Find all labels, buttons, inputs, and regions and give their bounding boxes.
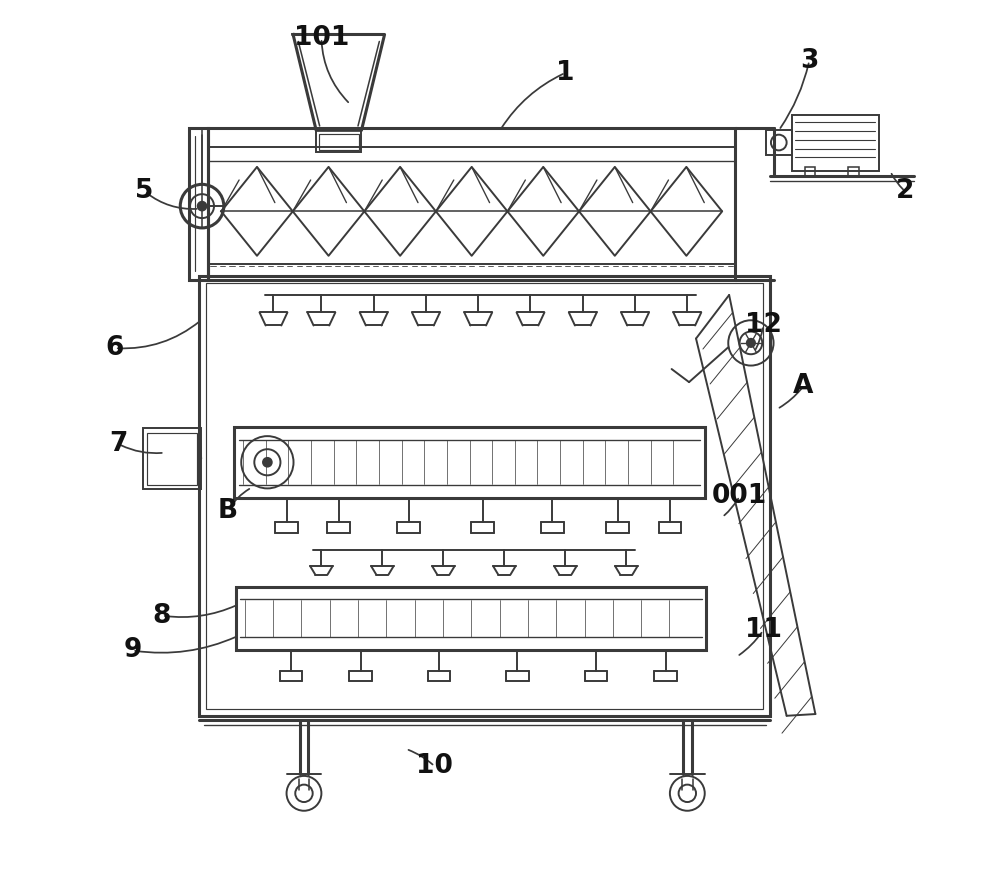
Text: 1: 1	[556, 59, 575, 86]
Text: B: B	[218, 498, 238, 524]
Text: 5: 5	[135, 178, 154, 205]
Bar	[848, 167, 859, 177]
Bar	[316, 130, 361, 152]
Text: 8: 8	[153, 602, 171, 628]
Bar	[766, 130, 792, 155]
Bar	[234, 427, 705, 498]
Text: 2: 2	[896, 178, 914, 205]
Bar	[189, 128, 208, 281]
Text: 001: 001	[712, 483, 767, 510]
Circle shape	[747, 339, 755, 347]
Text: 6: 6	[106, 335, 124, 361]
Circle shape	[198, 202, 206, 211]
Text: 10: 10	[416, 753, 453, 780]
Text: 12: 12	[745, 313, 782, 338]
Text: 9: 9	[123, 637, 142, 663]
Bar	[319, 134, 359, 150]
Text: A: A	[793, 373, 813, 399]
Text: 3: 3	[800, 47, 818, 73]
Text: 11: 11	[745, 617, 782, 643]
Text: 101: 101	[294, 25, 349, 51]
Bar	[792, 114, 879, 171]
Bar	[805, 167, 815, 177]
Bar	[147, 433, 197, 485]
Text: 7: 7	[109, 431, 128, 457]
Bar	[208, 128, 735, 281]
Bar	[206, 283, 763, 709]
Bar	[236, 586, 706, 649]
Bar	[199, 276, 770, 716]
Bar	[143, 428, 201, 489]
Circle shape	[263, 458, 272, 467]
